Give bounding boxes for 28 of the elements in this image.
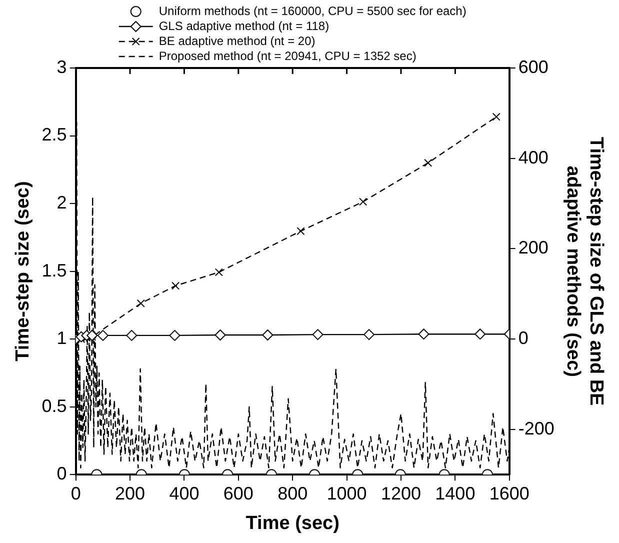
y-tick-label: 2.5	[42, 124, 67, 145]
y-tick-label: 0.5	[42, 396, 67, 416]
y-axis-title: Time-step size (sec)	[12, 181, 34, 362]
x-tick-label: 1200	[380, 483, 422, 504]
y-tick-label: 3	[56, 56, 67, 77]
y-tick-label: 2	[56, 192, 67, 212]
y2-tick-label: -200	[518, 418, 554, 438]
y2-tick-label: 600	[518, 56, 548, 77]
x-tick-label: 1600	[489, 483, 530, 504]
y2-tick-label: 400	[518, 147, 548, 168]
y2-tick-label: 200	[518, 238, 548, 258]
x-tick-label: 600	[223, 483, 254, 504]
legend-label: Uniform methods (nt = 160000, CPU = 5500 sec for each)	[158, 4, 466, 18]
x-tick-label: 200	[114, 483, 146, 504]
legend-label: Proposed method (nt = 20941, CPU = 1352 sec)	[158, 48, 416, 63]
y-tick-label: 1	[56, 328, 67, 348]
y-tick-label: 0	[56, 464, 67, 484]
legend-label: BE adaptive method (nt = 20)	[158, 34, 316, 48]
x-tick-label: 0	[70, 483, 81, 504]
y-tick-label: 1.5	[42, 260, 67, 280]
x-tick-label: 1000	[326, 483, 367, 504]
x-axis-title: Time (sec)	[246, 512, 340, 534]
x-tick-label: 1400	[435, 483, 476, 504]
x-tick-label: 800	[278, 483, 308, 504]
y2-tick-label: 0	[518, 328, 528, 348]
legend-label: GLS adaptive method (nt = 118)	[158, 18, 330, 33]
y2-axis-title: Time-step size of GLS and BE adaptive methods (sec)	[562, 136, 606, 406]
x-tick-label: 400	[169, 483, 200, 504]
